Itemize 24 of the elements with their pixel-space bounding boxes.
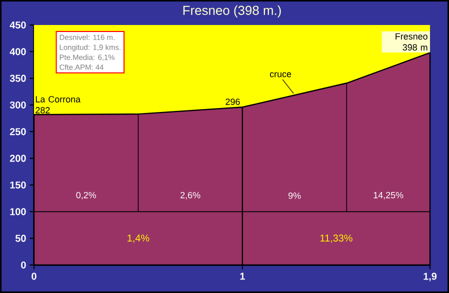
annotation: 1,4% xyxy=(128,234,150,243)
annotation: 0,2% xyxy=(76,192,96,200)
y-tick-label: 350 xyxy=(10,74,26,82)
annotation: Fresneo 398 m xyxy=(396,33,428,51)
y-tick-label: 450 xyxy=(10,21,26,29)
y-tick-label: 400 xyxy=(10,48,26,56)
x-tick-label: 1 xyxy=(240,272,245,280)
y-tick-label: 300 xyxy=(10,101,26,109)
chart-title: Fresneo (398 m.) xyxy=(183,5,281,18)
y-tick-label: 100 xyxy=(10,208,26,216)
y-tick-label: 250 xyxy=(10,128,26,136)
x-tick-label: 0 xyxy=(32,272,36,280)
annotation: 11,33% xyxy=(320,234,352,243)
annotation: cruce xyxy=(270,72,292,78)
annotation: 296 xyxy=(226,98,240,105)
annotation: La Corrona 282 xyxy=(36,96,81,114)
y-tick-label: 0 xyxy=(21,261,26,269)
annotation: 9% xyxy=(288,192,301,199)
annotation: 2,6% xyxy=(180,192,200,200)
y-tick-label: 50 xyxy=(15,234,26,242)
y-tick-label: 150 xyxy=(10,181,26,189)
annotation: 14,25% xyxy=(374,192,404,200)
y-tick-label: 200 xyxy=(10,154,26,162)
x-tick-label: 1,9 xyxy=(424,272,437,282)
